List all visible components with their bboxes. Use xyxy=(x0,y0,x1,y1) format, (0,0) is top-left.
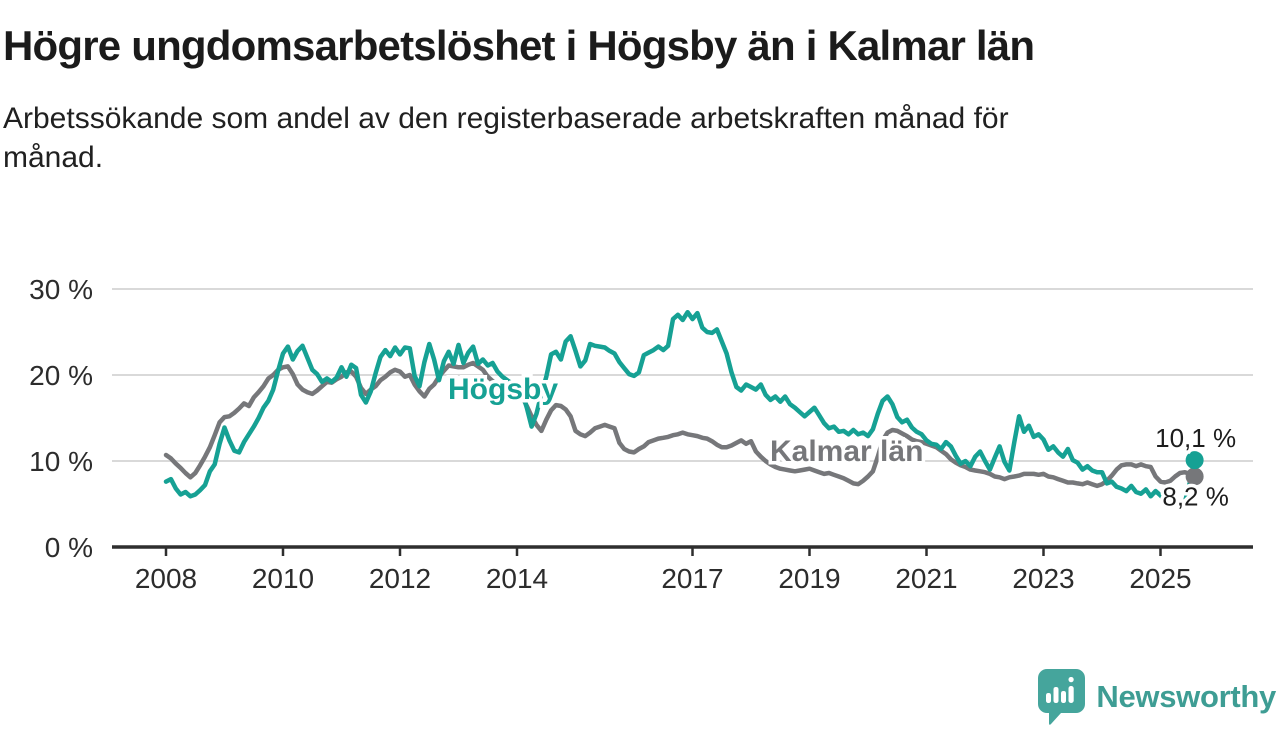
x-axis-tick-label: 2021 xyxy=(895,563,957,594)
y-axis-tick-label: 0 % xyxy=(45,532,93,563)
series-end-dot xyxy=(1185,467,1204,486)
newsworthy-wordmark: Newsworthy xyxy=(1096,679,1276,714)
x-axis-tick-label: 2019 xyxy=(778,563,840,594)
series-line-kalmar xyxy=(163,360,1197,489)
page-title: Högre ungdomsarbetslöshet i Högsby än i … xyxy=(3,22,1035,69)
x-axis-tick-label: 2017 xyxy=(661,563,723,594)
chart-subtitle: Arbetssökande som andel av den registerb… xyxy=(3,99,1274,177)
series-label-hogsby: Högsby xyxy=(448,373,558,406)
x-axis-tick-label: 2023 xyxy=(1012,563,1074,594)
x-axis-tick-label: 2025 xyxy=(1129,563,1191,594)
subtitle-line-1: Arbetssökande som andel av den registerb… xyxy=(3,102,1009,136)
x-axis-tick-label: 2014 xyxy=(486,563,548,594)
y-axis-tick-label: 20 % xyxy=(29,360,93,391)
x-axis-tick-label: 2010 xyxy=(252,563,314,594)
series-end-dot xyxy=(1185,451,1204,470)
y-axis-tick-label: 30 % xyxy=(29,274,93,305)
newsworthy-logo: Newsworthy xyxy=(1035,667,1276,727)
subtitle-line-2: månad. xyxy=(3,141,104,175)
y-axis-tick-label: 10 % xyxy=(29,446,93,477)
x-axis-tick-label: 2008 xyxy=(135,563,197,594)
series-label-kalmar: Kalmar län xyxy=(770,435,923,468)
annotation-hogsby-end-value: 10,1 % xyxy=(1155,423,1236,453)
newsworthy-bubble-icon xyxy=(1038,669,1086,725)
annotation-kalmar-end-value: 8,2 % xyxy=(1162,481,1229,511)
series-line-hogsby xyxy=(163,309,1197,511)
x-axis-tick-label: 2012 xyxy=(369,563,431,594)
bar-chart-glyph xyxy=(1046,677,1075,703)
